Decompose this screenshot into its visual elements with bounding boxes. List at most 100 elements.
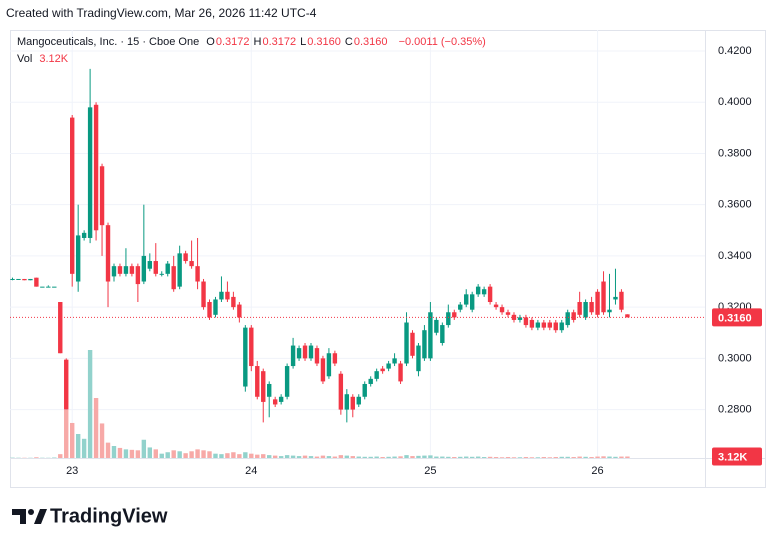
volume-bar [547,457,552,458]
candle-body [613,296,618,300]
volume-bar [475,456,481,458]
candle-body [207,302,212,318]
volume-bar [105,442,111,458]
x-tick-label: 23 [66,465,78,477]
candle-body [272,399,278,405]
volume-bar [499,457,505,458]
volume-bar [231,452,236,458]
volume-bar [505,457,511,458]
candle-body [141,255,147,282]
candle-body [105,225,111,282]
volume-bar [70,422,75,458]
candle-body [255,366,260,397]
price-label: 0.3160 [718,312,752,324]
volume-label: 3.12K [718,451,747,463]
candle-body [129,266,135,274]
candle-body [123,266,129,274]
candle-body [452,312,457,318]
volume-bar [523,457,529,458]
candle-body [535,322,541,328]
candle-body [34,277,39,287]
price-label-box [712,308,762,327]
candle-body [99,166,105,226]
candle-body [493,304,499,308]
candle-body [153,261,158,274]
candle-body [314,348,320,364]
volume-bar [87,350,93,458]
volume-bar [99,423,105,458]
volume-bar [183,453,188,458]
volume-bar [338,455,344,458]
x-tick-label: 26 [591,465,603,477]
candle-body [344,394,350,410]
candle-body [93,104,99,231]
volume-bar [458,456,463,458]
volume-bar [374,456,379,458]
candle-body [111,266,117,277]
candle-body [625,314,630,318]
volume-bar [147,447,153,458]
candle-body [64,359,69,410]
candle-body [565,312,570,326]
volume-bar [428,455,433,458]
volume-bar [541,457,547,458]
volume-bar [237,454,242,458]
candle-body [422,330,427,359]
volume-bar [493,457,499,458]
volume-bar [565,456,570,458]
volume-bar [58,454,63,458]
candle-body [380,368,385,372]
volume-bar [129,449,135,458]
volume-title: Vol [17,53,33,65]
volume-bar [284,455,290,458]
volume-bar [487,456,493,458]
candle-body [201,281,206,308]
candle-body [165,263,170,274]
candle-body [553,322,558,331]
y-tick-label: 0.3000 [718,352,752,364]
quote-key: L [300,36,307,48]
volume-bar [320,455,326,458]
volume-bar [469,456,475,458]
volume-bar [308,456,314,458]
volume-header: Vol 3.12K [17,53,72,65]
volume-bar [34,457,39,458]
volume-bar [553,457,558,458]
brand: TradingView [50,505,168,527]
volume-bar [392,456,397,458]
volume-bar [380,457,385,458]
legend-header: Mangoceuticals, Inc. · 15 · Cboe One O0.… [17,36,490,48]
candle-body [267,383,272,397]
volume-bar [344,455,350,458]
volume-bar [207,451,212,458]
candle-body [135,266,141,285]
candle-body [511,314,517,320]
candle-body [46,286,51,288]
volume-bar [356,456,361,458]
candle-body [541,322,547,328]
candle-body [505,312,511,315]
candle-body [261,371,266,402]
volume-bar [368,456,373,458]
candle-body [481,289,487,295]
volume-bar [255,454,260,458]
volume-bar [529,457,535,458]
volume-bar [290,455,296,458]
volume-label-box [712,447,762,466]
volume-bar [272,455,278,458]
candle-body [583,302,588,318]
volume-bar [511,457,517,458]
volume-bar [249,453,254,458]
candle-body [278,396,284,402]
volume-bar [416,455,421,458]
candle-body [326,353,332,377]
y-tick-label: 0.4000 [718,96,752,108]
candle-body [147,261,153,269]
candle-body [87,107,93,238]
volume-bar [464,456,469,458]
candle-body [195,266,200,282]
candle-body [40,286,45,288]
quote-key: O [206,36,215,48]
candle-body [356,396,361,405]
volume-bar [619,456,624,458]
